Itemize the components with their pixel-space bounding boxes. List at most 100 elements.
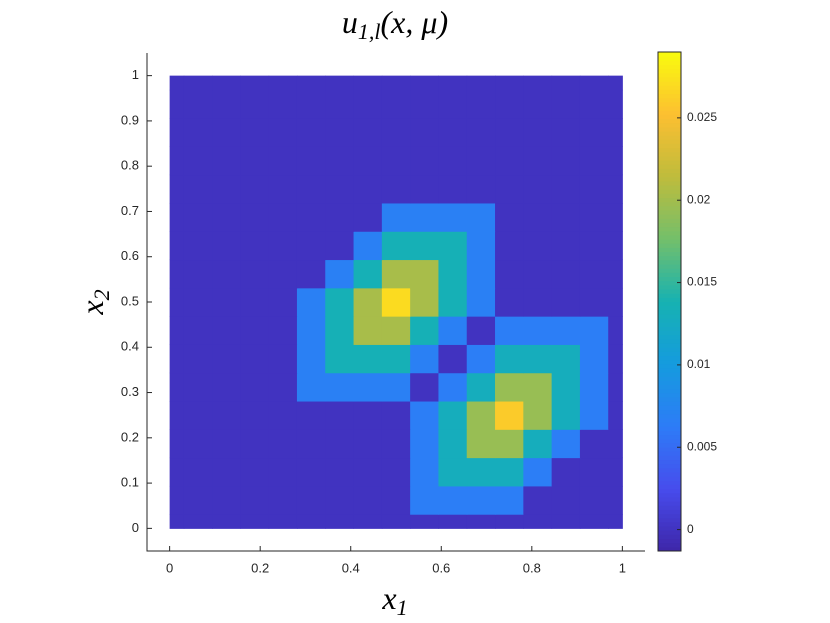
cell <box>212 202 241 232</box>
colorbar-step <box>658 417 681 423</box>
colorbar-step <box>658 218 681 223</box>
cell <box>579 344 609 374</box>
cell <box>551 287 581 317</box>
colorbar-step <box>658 447 681 452</box>
colorbar-step <box>658 56 681 61</box>
colorbar-step <box>658 338 681 344</box>
cell <box>551 174 581 204</box>
x-tick-label: 1 <box>619 560 626 575</box>
cell <box>523 287 553 317</box>
cell <box>183 202 213 232</box>
cell <box>212 118 241 147</box>
cell <box>495 146 524 176</box>
colorbar-step <box>658 426 681 431</box>
colorbar-step <box>658 397 681 402</box>
cell <box>523 429 553 459</box>
colorbar-frame <box>657 51 682 552</box>
colorbar-step <box>658 135 681 140</box>
cell <box>495 75 524 91</box>
cell <box>495 287 524 317</box>
colorbar-step <box>658 147 681 153</box>
cell <box>608 372 623 402</box>
cell <box>495 429 524 459</box>
cell <box>608 514 623 529</box>
colorbar-step <box>658 401 681 406</box>
cell <box>268 146 298 176</box>
cell <box>381 75 411 91</box>
cell <box>169 118 185 147</box>
y-tick-label: 0.2 <box>121 429 139 444</box>
colorbar-step <box>658 442 681 448</box>
cell <box>551 372 581 402</box>
cell <box>212 344 241 374</box>
colorbar-tick-label: 0.015 <box>687 275 717 289</box>
cell <box>169 429 185 459</box>
cell <box>410 231 439 261</box>
cell <box>183 316 213 345</box>
cell <box>183 429 213 459</box>
cell <box>608 316 623 345</box>
colorbar-step <box>658 313 681 319</box>
y-tick-label: 0.5 <box>121 293 139 308</box>
ylabel-base: x <box>74 300 110 315</box>
colorbar-step <box>658 438 681 444</box>
cell <box>169 259 185 289</box>
cell <box>268 118 298 147</box>
cell <box>296 287 326 317</box>
colorbar-step <box>658 264 681 269</box>
colorbar-step <box>658 459 681 465</box>
cell <box>296 174 326 204</box>
cell <box>466 316 496 345</box>
title-sub: 1,l <box>358 19 381 44</box>
cell <box>495 174 524 204</box>
cell <box>523 75 553 91</box>
cell <box>381 287 411 317</box>
cell <box>410 118 439 147</box>
cell <box>183 231 213 261</box>
colorbar-step <box>658 347 681 352</box>
colorbar-step <box>658 326 681 332</box>
colorbar-step <box>658 496 681 502</box>
colorbar-step <box>658 164 681 169</box>
cell <box>169 75 185 91</box>
cell <box>296 429 326 459</box>
colorbar-step <box>658 114 681 120</box>
cell <box>183 344 213 374</box>
cell <box>169 89 185 119</box>
colorbar-step <box>658 513 681 519</box>
colorbar-step <box>658 60 681 65</box>
cell <box>438 174 468 204</box>
cell <box>466 231 496 261</box>
colorbar-tick-label: 0.005 <box>687 439 717 453</box>
cell <box>523 174 553 204</box>
colorbar-step <box>658 76 681 82</box>
cell <box>212 457 241 487</box>
colorbar-step <box>658 197 681 203</box>
cell <box>183 89 213 119</box>
cell <box>325 231 355 261</box>
cell <box>212 287 241 317</box>
y-tick-label: 0.6 <box>121 248 139 263</box>
cell <box>410 287 439 317</box>
cell <box>183 457 213 487</box>
cell <box>353 231 383 261</box>
colorbar-step <box>658 230 681 236</box>
cell <box>268 485 298 515</box>
cell <box>325 372 355 402</box>
cell <box>381 485 411 515</box>
cell <box>353 401 383 430</box>
colorbar-step <box>658 484 681 490</box>
colorbar-step <box>658 131 681 136</box>
cell <box>240 174 270 204</box>
colorbar-step <box>658 293 681 298</box>
cell <box>523 259 553 289</box>
cell <box>169 174 185 204</box>
cell <box>240 231 270 261</box>
colorbar-step <box>658 284 681 290</box>
cell <box>608 457 623 487</box>
cell <box>381 372 411 402</box>
cell <box>212 401 241 430</box>
colorbar-step <box>658 451 681 456</box>
cell <box>381 429 411 459</box>
cell <box>438 259 468 289</box>
